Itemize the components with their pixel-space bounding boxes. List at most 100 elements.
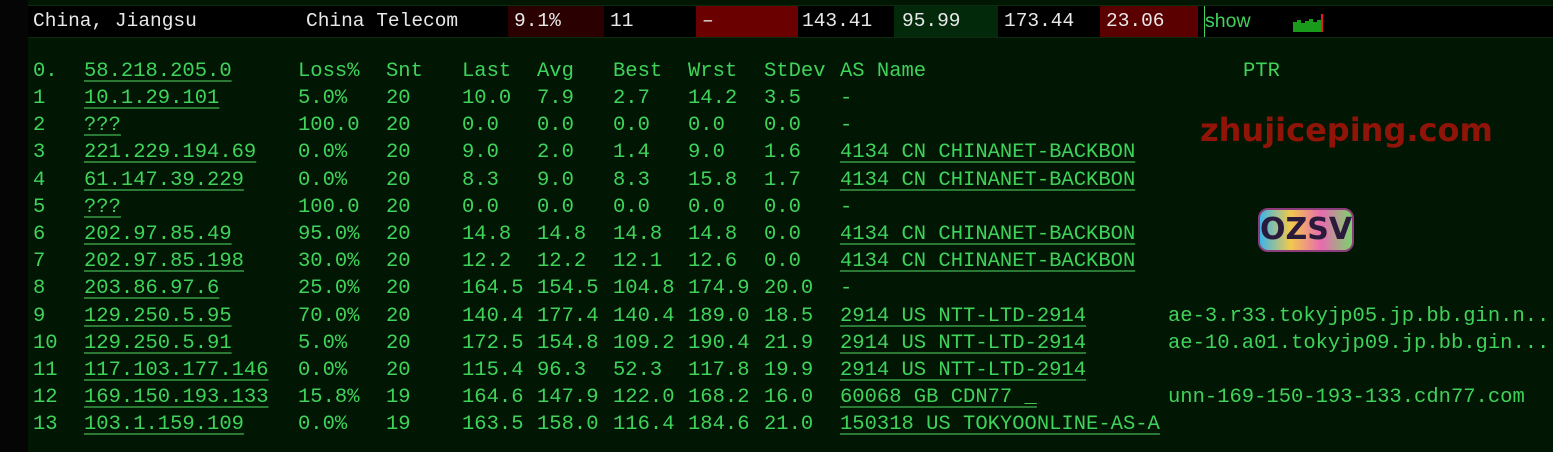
cell-as[interactable]: 2914 US NTT-LTD-2914 [840,359,1087,382]
cell-host[interactable]: ??? [84,114,121,138]
cell-last: 9.0 [462,141,499,165]
header-host[interactable]: 58.218.205.0 [84,60,232,83]
cell-host[interactable]: 117.103.177.146 [84,359,269,382]
cell-as[interactable]: 60068 GB CDN77 _ [840,386,1037,410]
cell-as[interactable]: 2914 US NTT-LTD-2914 [840,304,1087,328]
cell-host[interactable]: ??? [84,195,121,219]
cell-best: 104.8 [613,277,675,301]
cell-loss: 5.0% [298,87,348,110]
cell-loss: 100.0 [298,114,360,138]
cell-best: 0.0 [613,195,650,219]
cell-best: 122.0 [613,386,675,410]
cell-snt: 20 [386,87,411,110]
cell-loss: 0.0% [298,141,348,165]
table-row: 13 103.1.159.109 0.0% 19 163.5 158.0 116.4 184.… [0,411,1553,438]
cell-ptr: ae-3.r33.tokyjp05.jp.bb.gin.n.. [1168,304,1550,328]
cell-last: 172.5 [462,331,524,355]
table-row: 2??? 100.0 20 0.0 0.0 0.0 0.0 0.0 - [0,112,1553,139]
cell-last: 164.6 [462,386,524,410]
table-row: 6 202.97.85.49 95.0% 20 14.8 14.8 14.8 14.8 0.0 4… [0,221,1553,248]
cell-snt: 20 [386,114,411,138]
cell-as[interactable]: 4134 CN CHINANET-BACKBON [840,250,1136,274]
cell-last: 0.0 [462,195,499,219]
cell-last: 8.3 [462,168,499,192]
cell-hop: 12 [33,386,58,410]
cell-avg: 14.8 [537,223,587,246]
cell-as[interactable]: 4134 CN CHINANET-BACKBON [840,141,1136,165]
cell-snt: 20 [386,223,411,246]
cell-hop: 10 [33,331,58,355]
cell-best: 14.8 [613,223,663,246]
cell-snt: 20 [386,359,411,382]
cell-avg: 177.4 [537,304,599,328]
show-link[interactable]: show [1204,6,1251,37]
stdev-value: 23.06 [1100,6,1198,37]
cell-wrst: 168.2 [688,386,750,410]
header-avg: Avg [537,60,574,83]
cell-snt: 20 [386,195,411,219]
cell-as: - [840,277,853,301]
cell-loss: 70.0% [298,304,360,328]
summary-row[interactable]: China, Jiangsu China Telecom 9.1% 11 – 1… [28,5,1553,38]
cell-hop: 9 [33,304,46,328]
cell-host[interactable]: 221.229.194.69 [84,141,257,165]
cell-best: 109.2 [613,331,675,355]
cell-as[interactable]: 2914 US NTT-LTD-2914 [840,331,1087,355]
header-ptr: PTR [1243,60,1280,83]
cell-loss: 5.0% [298,331,348,355]
cell-host[interactable]: 169.150.193.133 [84,386,269,410]
cell-best: 0.0 [613,114,650,138]
cell-as[interactable]: 4134 CN CHINANET-BACKBON [840,168,1136,192]
cell-avg: 12.2 [537,250,587,274]
location: China, Jiangsu [33,10,197,32]
cell-as[interactable]: 4134 CN CHINANET-BACKBON [840,223,1136,246]
cell-as: - [840,114,853,138]
cell-ptr: ae-10.a01.tokyjp09.jp.bb.gin... [1168,331,1550,355]
cell-snt: 20 [386,304,411,328]
cell-avg: 7.9 [537,87,574,110]
best-value: 95.99 [894,6,998,37]
cell-wrst: 14.8 [688,223,738,246]
cell-host[interactable]: 202.97.85.198 [84,250,244,274]
cell-as: - [840,195,853,219]
cell-host[interactable]: 103.1.159.109 [84,413,244,437]
cell-host[interactable]: 61.147.39.229 [84,168,244,192]
table-row: 8 203.86.97.6 25.0% 20 164.5 154.5 104.8 174.9 2… [0,275,1553,302]
loss-value: 9.1% [508,6,604,37]
table-header: 0. 58.218.205.0 Loss% Snt Last Avg Best Wrst StD… [0,58,1553,85]
cell-best: 2.7 [613,87,650,110]
cell-stdev: 0.0 [764,223,801,246]
cell-loss: 0.0% [298,359,348,382]
cell-loss: 100.0 [298,195,360,219]
left-strip [0,0,28,452]
cell-last: 163.5 [462,413,524,437]
cell-host[interactable]: 202.97.85.49 [84,223,232,246]
cell-loss: 15.8% [298,386,360,410]
cell-host[interactable]: 203.86.97.6 [84,277,220,301]
cell-host[interactable]: 129.250.5.95 [84,304,232,328]
header-stdev: StDev [764,60,826,83]
cell-last: 115.4 [462,359,524,382]
table-row: 5??? 100.0 20 0.0 0.0 0.0 0.0 0.0 - [0,194,1553,221]
avg-value: 143.41 [802,10,873,32]
table-row: 1 10.1.29.101 5.0% 20 10.0 7.9 2.7 14.2 3.5 - [0,85,1553,112]
cell-last: 14.8 [462,223,512,246]
header-snt: Snt [386,60,423,83]
cell-hop: 5 [33,195,46,219]
cell-loss: 0.0% [298,168,348,192]
cell-stdev: 0.0 [764,195,801,219]
cell-avg: 158.0 [537,413,599,437]
cell-wrst: 14.2 [688,87,738,110]
header-best: Best [613,60,663,83]
cell-as[interactable]: 150318 US TOKYOONLINE-AS-A [840,413,1160,437]
cell-host[interactable]: 10.1.29.101 [84,87,220,110]
cell-loss: 30.0% [298,250,360,274]
cell-stdev: 16.0 [764,386,814,410]
cell-as: - [840,87,853,110]
cell-avg: 9.0 [537,168,574,192]
cell-avg: 0.0 [537,114,574,138]
cell-host[interactable]: 129.250.5.91 [84,331,232,355]
cell-stdev: 0.0 [764,114,801,138]
cell-stdev: 21.9 [764,331,814,355]
cell-avg: 0.0 [537,195,574,219]
